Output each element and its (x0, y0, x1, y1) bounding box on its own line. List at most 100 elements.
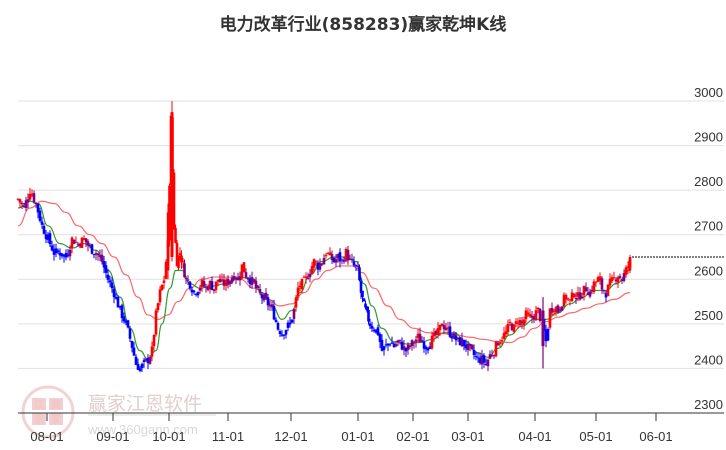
candle-body (234, 277, 238, 280)
candle-body (322, 258, 326, 265)
candle-body (546, 329, 550, 341)
candle-body (126, 320, 130, 328)
candle-body (328, 252, 332, 256)
candle-body (478, 357, 482, 364)
candle-body (56, 250, 60, 252)
candle-body (132, 347, 136, 356)
candle-body (396, 340, 400, 343)
candle-body (264, 292, 268, 299)
candle-body (376, 327, 380, 335)
candle-body (520, 321, 524, 324)
candle-body (262, 294, 266, 301)
x-axis: 08-01 09-01 10-01 11-01 12-01 01-01 02-01 03-01… (18, 412, 724, 444)
seal-char-2: 赢 (51, 398, 61, 411)
candle-body (170, 112, 174, 258)
candle-body (74, 241, 78, 243)
candle-body (450, 336, 454, 339)
candle-body (118, 306, 122, 308)
candle-body (352, 261, 356, 266)
candle-body (424, 346, 428, 350)
candle-body (492, 355, 496, 357)
candle-body (300, 279, 304, 290)
candle-body (282, 334, 286, 336)
candle-body (220, 279, 224, 281)
candle-body (20, 203, 24, 205)
candle-body (604, 293, 608, 298)
candle-body (482, 355, 486, 363)
candle-body (356, 266, 360, 268)
x-tick-label: 02-01 (396, 429, 429, 444)
candle-body (388, 344, 392, 346)
candle-body (62, 254, 66, 257)
candle-body (346, 249, 350, 261)
candle-body (472, 349, 476, 355)
candle-body (574, 297, 578, 299)
candle-body (116, 296, 120, 308)
candle-body (626, 266, 630, 268)
candle-body (296, 287, 300, 297)
candle-body (202, 281, 206, 287)
seal-char-3: 恩 (34, 414, 44, 426)
ma-short-path (17, 200, 631, 361)
candle-body (256, 286, 260, 289)
candle-body (514, 321, 518, 324)
candle-body (338, 252, 342, 262)
candle-body (68, 249, 72, 257)
candle-body (204, 286, 208, 288)
candle-body (186, 279, 190, 281)
candle-body (194, 294, 198, 295)
candle-body (250, 277, 254, 285)
watermark-brand: 赢家江恩软件 (88, 393, 202, 415)
candle-body (158, 289, 162, 303)
candle-body (588, 291, 592, 297)
candle-body (436, 328, 440, 335)
candle-body (378, 334, 382, 342)
ma-long-path (17, 200, 631, 344)
candle-body (246, 277, 250, 280)
x-tick-label: 05-01 (579, 429, 612, 444)
x-tick-label: 12-01 (274, 429, 307, 444)
candle-body (368, 323, 372, 326)
candle-body (500, 340, 504, 342)
candle-body (400, 341, 404, 350)
candle-body (498, 342, 502, 344)
candle-body (178, 253, 182, 256)
candle-body (24, 200, 28, 208)
candle-body (208, 281, 212, 289)
candle-body (192, 290, 196, 293)
candle-body (94, 253, 98, 255)
candle-body (90, 244, 94, 254)
candle-body (536, 307, 540, 310)
candle-body (364, 303, 367, 308)
candle-body (218, 278, 222, 283)
candle-body (420, 340, 424, 343)
candle-body (600, 278, 604, 290)
candle-body (110, 282, 114, 289)
candle-body (188, 281, 192, 289)
candle-body (72, 239, 76, 244)
candle-body (92, 254, 96, 256)
candle-body (210, 281, 214, 290)
candle-body (334, 259, 338, 263)
candle-body (196, 292, 200, 296)
candle-body (558, 309, 562, 311)
x-tick-label: 10-01 (152, 429, 185, 444)
candle-body (594, 281, 598, 283)
candle-body (367, 310, 370, 322)
candle-body (474, 356, 478, 357)
candle-body (512, 324, 516, 332)
chart-title: 电力改革行业(858283)赢家乾坤K线 (219, 15, 507, 35)
candle-body (100, 254, 104, 262)
candle-body (40, 221, 44, 225)
candle-body (622, 273, 626, 281)
candle-body (198, 287, 202, 291)
candle-body (70, 237, 74, 249)
candle-body (468, 344, 472, 346)
candle-body (524, 310, 528, 320)
candle-body (541, 310, 545, 347)
candle-body (294, 297, 298, 308)
candle-body (484, 364, 488, 365)
candle-body (216, 279, 220, 282)
candle-body (242, 262, 246, 273)
